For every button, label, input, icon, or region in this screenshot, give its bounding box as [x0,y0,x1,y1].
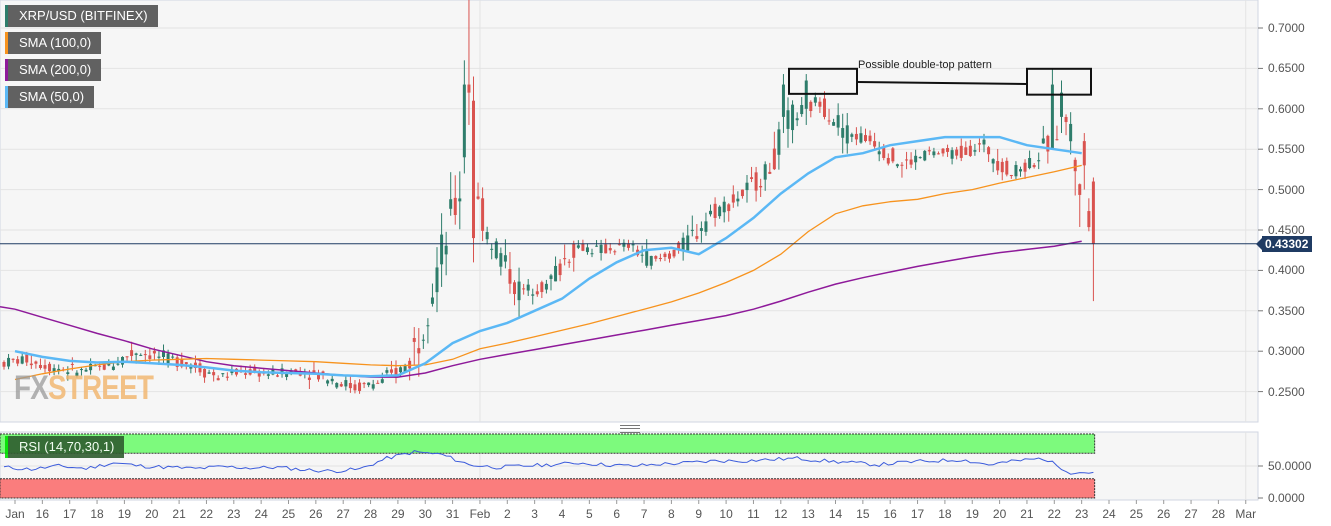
time-tick-label: 30 [418,507,432,521]
time-tick-label: 26 [309,507,323,521]
price-tick-label: 0.3500 [1268,303,1305,318]
time-tick-label: 25 [1129,507,1144,521]
symbol-label: XRP/USD (BITFINEX) [19,8,148,23]
rsi-legend[interactable]: RSI (14,70,30,1) [5,436,125,458]
pane-resize-handle[interactable] [620,425,640,433]
time-tick-label: 6 [613,507,621,521]
price-tick-label: 0.5500 [1268,142,1305,157]
time-tick-label: 15 [856,507,870,521]
time-tick-label: 20 [145,507,159,521]
sma200-legend[interactable]: SMA (200,0) [5,59,102,81]
time-tick-label: Feb [469,507,491,521]
time-tick-label: 19 [117,507,132,521]
sma50-label: SMA (50,0) [19,89,85,104]
time-tick-label: 31 [445,507,460,521]
time-tick-label: 4 [558,507,566,521]
time-tick-label: 27 [336,507,350,521]
time-tick-label: 26 [1157,507,1171,521]
time-tick-label: 20 [992,507,1007,521]
time-tick-label: Jan [5,507,25,521]
time-tick-label: 21 [172,507,186,521]
time-tick-label: 23 [1074,507,1089,521]
time-tick-label: 28 [363,507,378,521]
time-tick-label: 17 [63,507,77,521]
time-tick-label: 16 [883,507,897,521]
time-tick-label: 10 [719,507,733,521]
time-tick-label: 2 [503,507,511,521]
time-tick-label: 5 [586,507,593,521]
price-tick-label: 0.6500 [1268,61,1305,76]
price-tick-label: 0.5000 [1268,182,1305,197]
time-tick-label: 17 [910,507,925,521]
time-tick-label: 7 [640,507,648,521]
time-tick-label: 18 [90,507,104,521]
time-tick-label: 25 [281,507,296,521]
time-tick-label: 14 [828,507,843,521]
time-tick-label: 12 [774,507,788,521]
sma100-legend[interactable]: SMA (100,0) [5,32,102,54]
price-tick-label: 0.2500 [1268,384,1305,399]
time-tick-label: 21 [1020,507,1034,521]
time-tick-label: 19 [965,507,979,521]
time-tick-label: Mar [1235,507,1257,521]
time-tick-label: 22 [199,507,214,521]
time-tick-label: 23 [227,507,241,521]
time-tick-label: 29 [391,507,405,521]
time-tick-label: 22 [1047,507,1061,521]
rsi-tick-label: 0.0000 [1268,491,1305,505]
time-tick-label: 3 [531,507,538,521]
sma200-label: SMA (200,0) [19,62,92,77]
time-tick-label: 18 [938,507,952,521]
time-tick-label: 24 [1102,507,1116,521]
time-tick-label: 27 [1184,507,1198,521]
symbol-legend[interactable]: XRP/USD (BITFINEX) [5,5,158,27]
rsi-tick-label: 50.0000 [1268,459,1312,473]
price-tick-label: 0.7000 [1268,21,1305,35]
rsi-label: RSI (14,70,30,1) [19,439,115,454]
time-tick-label: 11 [747,507,760,521]
time-tick-label: 8 [668,507,675,521]
price-tick-label: 0.4500 [1268,223,1305,237]
price-tick-label: 0.4000 [1268,263,1305,278]
price-tick-label: 0.3000 [1268,344,1305,359]
time-tick-label: 13 [801,507,815,521]
double-top-annotation: Possible double-top pattern [858,59,992,71]
time-tick-label: 28 [1211,507,1226,521]
price-tick-label: 0.6000 [1268,101,1305,116]
current-price-tag: 0.43302 [1255,236,1313,252]
time-tick-label: 9 [695,507,703,521]
time-tick-label: 16 [35,507,50,521]
sma50-legend[interactable]: SMA (50,0) [5,86,95,108]
time-tick-label: 24 [254,507,268,521]
sma100-label: SMA (100,0) [19,35,92,50]
fxstreet-watermark: FXSTREET [14,369,154,407]
